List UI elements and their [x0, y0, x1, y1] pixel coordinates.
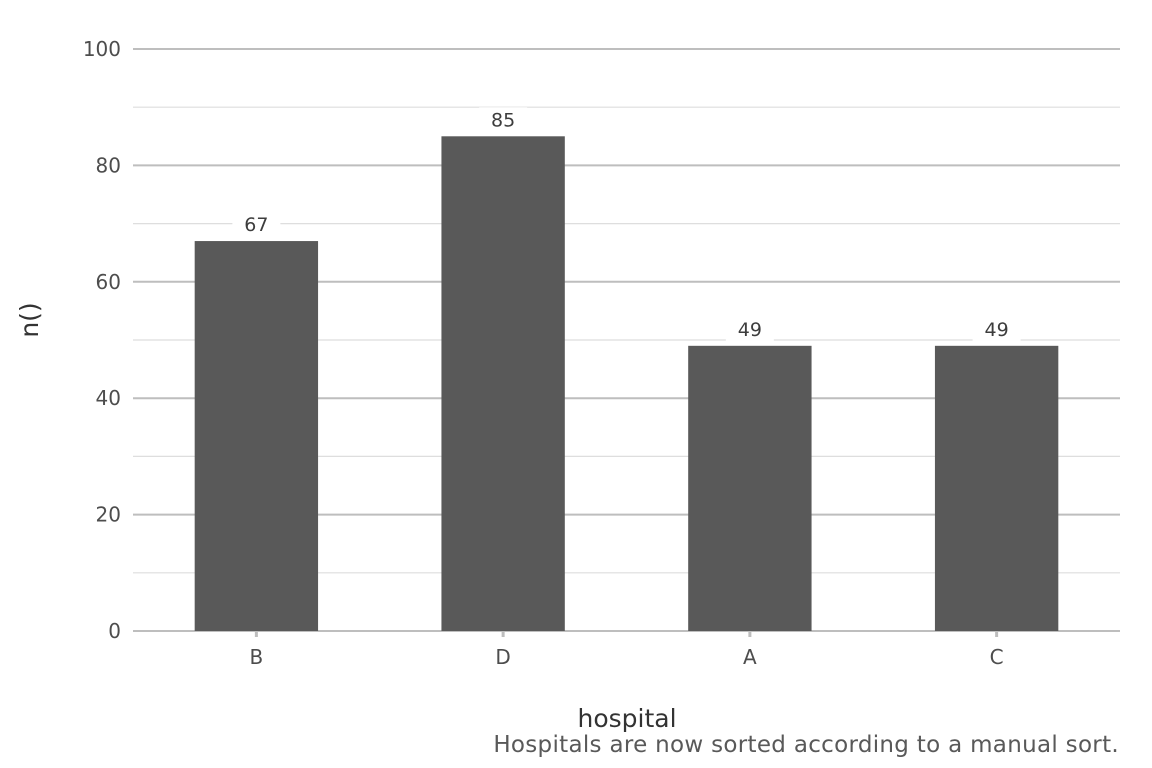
chart-caption: Hospitals are now sorted according to a …	[493, 732, 1119, 758]
y-tick-label: 20	[96, 503, 121, 527]
y-axis-ticks: 0 20 40 60 80 100	[83, 37, 121, 643]
bar-B	[194, 241, 319, 631]
bar-label-background	[479, 107, 528, 132]
bar-value-labels: 67 85 49 49	[232, 107, 1021, 341]
bar-label-background	[725, 316, 774, 341]
bar-C	[934, 345, 1059, 631]
x-tick-label: D	[495, 645, 510, 669]
bar-A	[688, 345, 812, 631]
y-tick-label: 80	[96, 153, 121, 177]
x-tick-label: B	[250, 645, 264, 669]
bar-value-label: 49	[738, 319, 762, 341]
bar-value-label: 49	[985, 319, 1009, 341]
x-tick-label: C	[990, 645, 1004, 669]
bar-label-background	[972, 316, 1021, 341]
y-tick-label: 0	[108, 619, 121, 643]
y-tick-label: 100	[83, 37, 121, 61]
bars	[194, 136, 1059, 632]
bar-label-background	[232, 212, 281, 237]
x-axis-title: hospital	[577, 704, 676, 733]
y-axis-title: n()	[15, 302, 44, 337]
x-tick-label: A	[743, 645, 757, 669]
bar-D	[441, 136, 565, 632]
y-tick-label: 40	[96, 386, 121, 410]
y-tick-label: 60	[96, 270, 121, 294]
bar-value-label: 67	[244, 214, 268, 236]
bar-value-label: 85	[491, 109, 515, 131]
